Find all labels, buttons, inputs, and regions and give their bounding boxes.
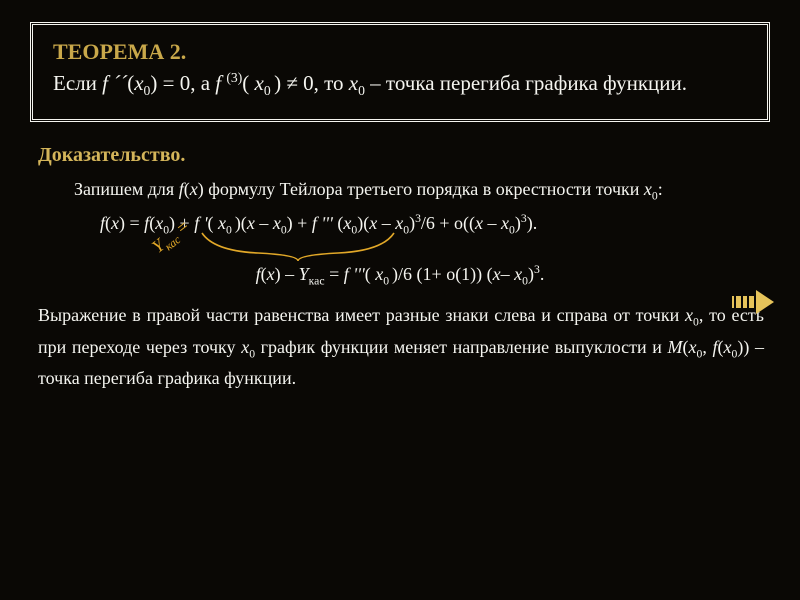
underbrace-arc xyxy=(198,229,398,263)
theorem-box: ТЕОРЕМА 2. Если f ´´(x0) = 0, а f (3)( x… xyxy=(30,22,770,122)
theorem-title: ТЕОРЕМА 2. xyxy=(53,39,747,65)
difference-formula: f(x) – Yкас = f ʹʹʹ( x0 )/6 (1+ o(1)) (x… xyxy=(30,263,770,288)
theorem-body: Если f ´´(x0) = 0, а f (3)( x0 ) ≠ 0, то… xyxy=(53,69,747,101)
proof-line-intro: Запишем для f(x) формулу Тейлора третьег… xyxy=(38,177,770,204)
proof-conclusion: Выражение в правой части равенства имеет… xyxy=(38,301,764,392)
forward-arrow-icon[interactable] xyxy=(732,290,776,314)
proof-heading: Доказательство. xyxy=(38,144,770,167)
